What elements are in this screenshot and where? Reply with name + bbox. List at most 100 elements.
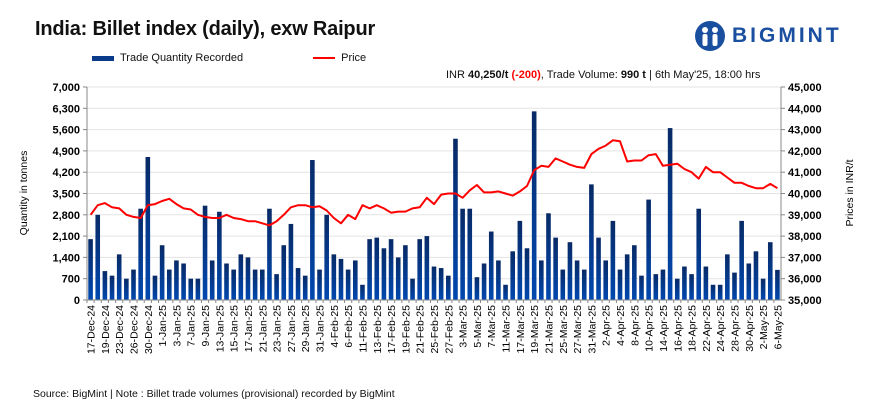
x-tick-label: 7-Jan-25	[186, 305, 198, 347]
x-tick-label: 17-Jan-25	[243, 305, 255, 352]
bar	[374, 237, 380, 300]
bar	[632, 245, 637, 300]
x-tick-label: 9-Jan-25	[200, 305, 212, 347]
bar	[725, 254, 730, 300]
y2-tick-label: 43,000	[788, 125, 822, 137]
bar	[767, 242, 773, 300]
x-tick-label: 19-Mar-25	[529, 305, 541, 354]
bar	[274, 274, 279, 300]
bar	[589, 184, 594, 300]
bar	[746, 263, 752, 300]
bar	[324, 214, 329, 300]
bar	[710, 284, 716, 300]
bar	[660, 269, 666, 300]
y-axis-label: Quantity in tonnes	[18, 151, 30, 236]
bar	[352, 260, 358, 300]
x-tick-label: 27-Jan-25	[286, 305, 298, 352]
bar	[460, 208, 465, 300]
x-tick-label: 19-Dec-24	[100, 305, 112, 354]
x-tick-label: 6-Feb-25	[343, 305, 355, 348]
bar	[739, 220, 744, 300]
bar	[395, 257, 401, 300]
y-tick-label: 2,100	[52, 231, 80, 243]
y2-tick-label: 44,000	[788, 103, 822, 115]
x-tick-label: 5-Mar-25	[472, 305, 484, 348]
bar	[338, 258, 344, 300]
bar	[403, 245, 408, 300]
bar	[131, 269, 136, 300]
bar	[102, 271, 108, 300]
bar	[646, 199, 651, 300]
y2-tick-label: 41,000	[788, 167, 822, 179]
x-tick-label: 24-Apr-25	[715, 305, 727, 352]
legend-bar-label: Trade Quantity Recorded	[120, 52, 244, 64]
bar	[639, 275, 644, 300]
y2-tick-label: 38,000	[788, 231, 822, 243]
y2-tick-label: 42,000	[788, 146, 822, 158]
bar	[703, 266, 709, 300]
bar	[581, 269, 587, 300]
bar	[331, 254, 337, 300]
gridlines	[87, 86, 781, 280]
bar	[446, 275, 451, 300]
y2-tick-label: 40,000	[788, 189, 822, 201]
bar	[116, 254, 122, 300]
bar	[245, 257, 251, 300]
x-tick-label: 27-Feb-25	[443, 305, 455, 354]
x-tick-label: 4-Feb-25	[329, 305, 341, 348]
x-tick-label: 13-Jan-25	[214, 305, 226, 352]
y-tick-label: 5,600	[52, 125, 80, 137]
info-price: 40,250/t	[468, 69, 509, 81]
y2-tick-label: 37,000	[788, 252, 822, 264]
x-tick-label: 8-Apr-25	[629, 305, 641, 346]
bar	[496, 260, 501, 300]
bar	[481, 263, 487, 300]
bar	[367, 239, 372, 300]
line-series	[89, 139, 778, 227]
x-tick-label: 25-Feb-25	[429, 305, 441, 354]
bar	[159, 245, 165, 300]
x-tick-label: 25-Mar-25	[558, 305, 570, 354]
y-tick-label: 4,900	[52, 146, 80, 158]
x-tick-label: 18-Apr-25	[687, 305, 699, 352]
bar	[760, 278, 766, 300]
x-tick-label: 23-Jan-25	[272, 305, 284, 352]
bar	[753, 251, 759, 300]
bar	[317, 269, 322, 300]
info-timestamp: | 6th May'25, 18:00 hrs	[645, 69, 761, 81]
x-tick-label: 19-Feb-25	[400, 305, 412, 354]
bar	[281, 245, 287, 300]
x-tick-label: 17-Feb-25	[386, 305, 398, 354]
x-tick-label: 17-Dec-24	[86, 305, 98, 354]
y2-tick-label: 35,000	[788, 295, 822, 307]
x-tick-label: 1-Jan-25	[157, 305, 169, 347]
bigmint-logo: BIGMINT	[694, 20, 842, 52]
bar	[124, 278, 129, 300]
x-tick-label: 14-Apr-25	[658, 305, 670, 352]
bar	[267, 208, 272, 300]
y-tick-label: 700	[62, 274, 80, 286]
bar	[596, 237, 601, 300]
y-tick-label: 1,400	[52, 252, 80, 264]
bar	[474, 277, 480, 300]
y2-tick-label: 45,000	[788, 82, 822, 94]
bar	[410, 278, 415, 300]
bar	[732, 272, 737, 300]
price-line	[89, 139, 778, 227]
bar	[109, 275, 115, 300]
bar	[610, 220, 616, 300]
bar	[181, 263, 186, 300]
x-tick-label: 30-Apr-25	[744, 305, 756, 352]
bar	[188, 278, 194, 300]
bar	[360, 284, 365, 300]
bar	[667, 128, 673, 300]
x-tick-label: 30-Dec-24	[143, 305, 155, 354]
x-tick-label: 28-Apr-25	[730, 305, 742, 352]
x-tick-label: 16-Apr-25	[672, 305, 684, 352]
x-tick-label: 3-Jan-25	[171, 305, 183, 347]
bar	[431, 266, 437, 300]
bar	[503, 284, 508, 300]
y2-tick-label: 36,000	[788, 274, 822, 286]
bar	[238, 254, 244, 300]
